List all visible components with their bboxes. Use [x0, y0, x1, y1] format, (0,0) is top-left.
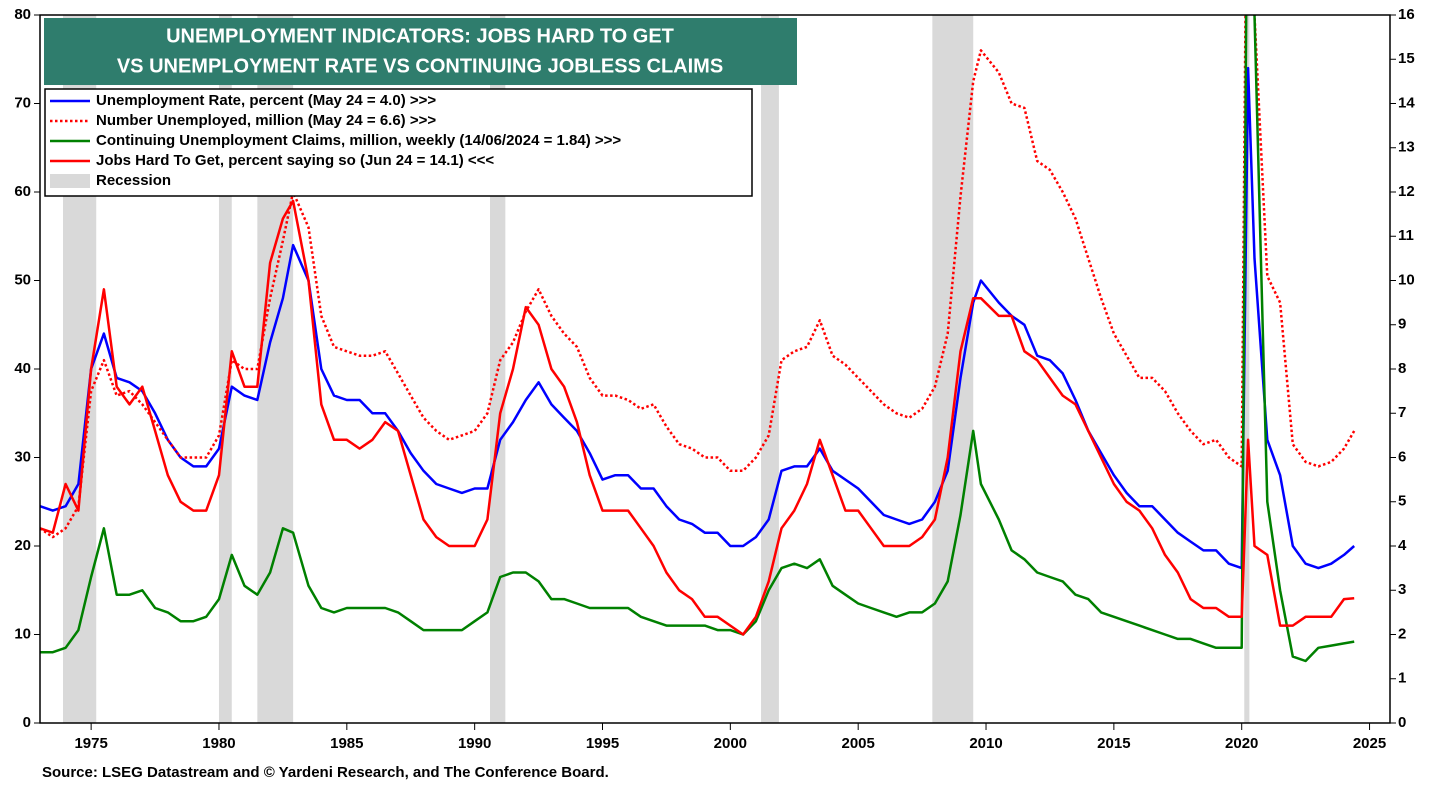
y2-tick-label: 10: [1398, 271, 1415, 288]
legend-swatch: [50, 174, 90, 188]
x-tick-label: 2010: [969, 735, 1002, 752]
y2-tick-label: 0: [1398, 714, 1406, 731]
legend-label: Jobs Hard To Get, percent saying so (Jun…: [96, 152, 494, 169]
y2-tick-label: 14: [1398, 94, 1415, 111]
y-tick-label: 30: [14, 448, 31, 465]
legend-label: Continuing Unemployment Claims, million,…: [96, 132, 621, 149]
series-line: [40, 66, 1356, 570]
y-tick-label: 40: [14, 360, 31, 377]
chart-title: VS UNEMPLOYMENT RATE VS CONTINUING JOBLE…: [117, 55, 723, 77]
x-tick-label: 2025: [1353, 735, 1386, 752]
recession-band: [761, 15, 779, 723]
chart-title: UNEMPLOYMENT INDICATORS: JOBS HARD TO GE…: [166, 25, 674, 47]
y2-tick-label: 1: [1398, 670, 1406, 687]
x-tick-label: 2020: [1225, 735, 1258, 752]
y-tick-label: 60: [14, 183, 31, 200]
x-tick-label: 2000: [714, 735, 747, 752]
y2-tick-label: 13: [1398, 139, 1415, 156]
y2-tick-label: 12: [1398, 183, 1415, 200]
series-line: [40, 15, 1355, 663]
y2-tick-label: 5: [1398, 493, 1406, 510]
x-tick-label: 2015: [1097, 735, 1130, 752]
y2-tick-label: 3: [1398, 581, 1406, 598]
y2-tick-label: 4: [1398, 537, 1407, 554]
series-line: [40, 199, 1355, 636]
x-tick-label: 1995: [586, 735, 619, 752]
y-tick-label: 50: [14, 271, 31, 288]
legend-label: Unemployment Rate, percent (May 24 = 4.0…: [96, 92, 436, 109]
recession-band: [1244, 15, 1250, 723]
lines: [40, 15, 1356, 663]
x-tick-label: 1980: [202, 735, 235, 752]
y-tick-label: 10: [14, 625, 31, 642]
legend-label: Recession: [96, 172, 171, 189]
legend-label: Number Unemployed, million (May 24 = 6.6…: [96, 112, 436, 129]
y2-tick-label: 6: [1398, 448, 1406, 465]
plot-frame: [39, 14, 1391, 724]
y2-tick-label: 7: [1398, 404, 1406, 421]
axes: 0102030405060708001234567891011121314151…: [14, 6, 1415, 752]
title-box: [44, 18, 797, 85]
x-tick-label: 2005: [841, 735, 874, 752]
y-tick-label: 20: [14, 537, 31, 554]
x-tick-label: 1975: [74, 735, 107, 752]
y2-tick-label: 9: [1398, 316, 1406, 333]
legend-box: [44, 88, 753, 197]
y-tick-label: 70: [14, 94, 31, 111]
y-tick-label: 0: [23, 714, 31, 731]
source: Source: LSEG Datastream and © Yardeni Re…: [42, 764, 609, 781]
y-tick-label: 80: [14, 6, 31, 23]
y2-tick-label: 8: [1398, 360, 1406, 377]
x-tick-label: 1985: [330, 735, 363, 752]
y2-tick-label: 15: [1398, 50, 1415, 67]
recession-band: [932, 15, 974, 723]
y2-tick-label: 2: [1398, 625, 1406, 642]
y2-tick-label: 11: [1398, 227, 1414, 244]
y2-tick-label: 16: [1398, 6, 1415, 23]
legend: Unemployment Rate, percent (May 24 = 4.0…: [44, 88, 753, 197]
x-tick-label: 1990: [458, 735, 491, 752]
